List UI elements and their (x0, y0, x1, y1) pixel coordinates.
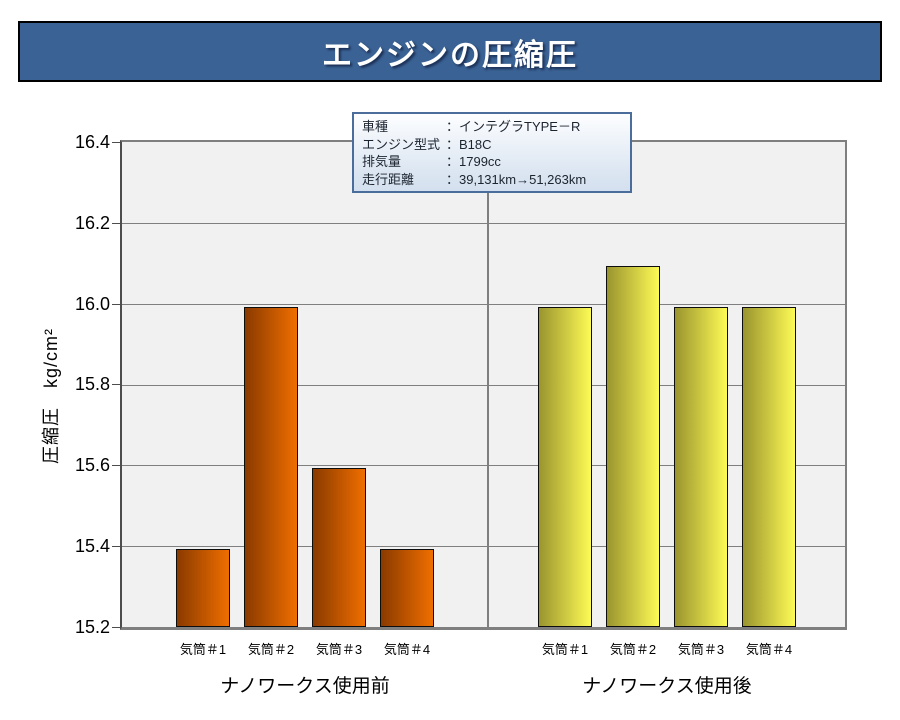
info-row-displacement: 排気量 ：1799cc (362, 153, 624, 171)
gridline (122, 222, 845, 224)
chart-plot-area (120, 140, 847, 630)
info-value: ：B18C (446, 136, 492, 152)
bar-ナノワークス使用前-気筒＃3 (312, 468, 366, 627)
x-tick-label: 気筒＃4 (383, 642, 431, 657)
info-value: ：インテグラTYPE－R (446, 119, 581, 134)
x-tick-label: 気筒＃4 (745, 642, 793, 657)
y-tick-label: 16.4 (74, 132, 110, 152)
y-axis-title: 圧縮圧 kg/cm² (41, 328, 61, 464)
group-label: ナノワークス使用前 (220, 676, 390, 697)
info-label: 走行距離 (362, 171, 415, 187)
bar-ナノワークス使用後-気筒＃2 (605, 266, 660, 627)
info-value: ：39,131km→51,263km (446, 171, 587, 187)
y-tick-label: 15.4 (74, 536, 110, 556)
x-tick-label: 気筒＃3 (315, 642, 363, 657)
bar-ナノワークス使用前-気筒＃1 (176, 549, 230, 627)
bar-ナノワークス使用後-気筒＃1 (537, 306, 592, 627)
gridline (122, 303, 845, 305)
gridline (122, 546, 845, 548)
info-row-car-model: 車種 ：インテグラTYPE－R (362, 118, 624, 136)
gridline (122, 384, 845, 386)
gridline (122, 465, 845, 467)
bar-ナノワークス使用後-気筒＃4 (741, 306, 796, 627)
bar-ナノワークス使用前-気筒＃4 (380, 549, 434, 627)
y-tick-mark (112, 223, 120, 224)
page-title: エンジンの圧縮圧 (322, 38, 578, 72)
x-tick-label: 気筒＃2 (247, 642, 295, 657)
y-tick-mark (112, 304, 120, 305)
bar-ナノワークス使用前-気筒＃2 (244, 306, 298, 627)
group-label: ナノワークス使用後 (582, 676, 752, 697)
info-label: 車種 (362, 119, 389, 134)
y-tick-label: 15.8 (74, 374, 110, 394)
x-tick-label: 気筒＃1 (179, 642, 227, 657)
y-tick-mark (112, 384, 120, 385)
y-tick-label: 16.0 (74, 294, 110, 314)
y-tick-mark (112, 465, 120, 466)
info-label: エンジン型式 (362, 136, 441, 152)
y-tick-mark (112, 142, 120, 143)
info-label: 排気量 (362, 154, 402, 169)
x-tick-label: 気筒＃3 (677, 642, 725, 657)
y-tick-label: 15.2 (74, 617, 110, 637)
bar-ナノワークス使用後-気筒＃3 (673, 306, 728, 627)
x-tick-label: 気筒＃2 (609, 642, 657, 657)
title-banner: エンジンの圧縮圧 (18, 21, 882, 82)
info-value: ：1799cc (446, 154, 501, 169)
category-divider (487, 142, 489, 627)
y-tick-mark (112, 546, 120, 547)
y-tick-label: 15.6 (74, 455, 110, 475)
vehicle-info-box: 車種 ：インテグラTYPE－R エンジン型式 ：B18C 排気量 ：1799cc… (352, 112, 632, 193)
y-tick-label: 16.2 (74, 213, 110, 233)
info-row-mileage: 走行距離 ：39,131km→51,263km (362, 171, 624, 189)
y-tick-mark (112, 627, 120, 628)
x-tick-label: 気筒＃1 (541, 642, 589, 657)
info-row-engine-type: エンジン型式 ：B18C (362, 136, 624, 154)
